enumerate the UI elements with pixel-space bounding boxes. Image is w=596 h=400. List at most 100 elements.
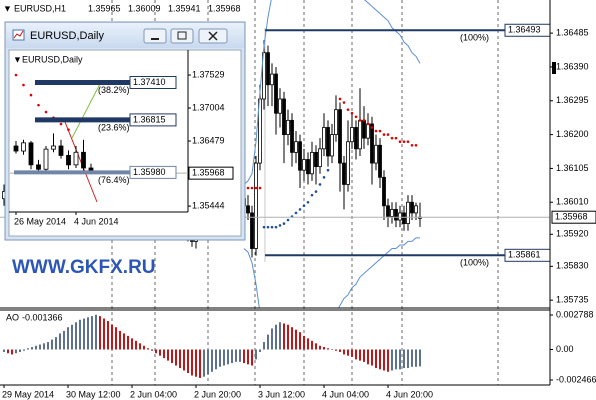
level-box [129, 113, 177, 127]
candle-body [414, 205, 418, 214]
candle-body [322, 127, 326, 150]
x-tick-label: 2 Jun 04:00 [130, 389, 177, 399]
ao-bar [271, 328, 273, 350]
ao-bar [123, 333, 125, 350]
sar-dot [310, 193, 314, 197]
ao-bar [351, 349, 353, 357]
ao-bar [127, 335, 129, 350]
sar-dot [282, 222, 286, 225]
ao-bar [327, 348, 329, 350]
x-tick-label: 30 May 12:00 [66, 389, 121, 399]
y-tick-label: 1.37004 [192, 102, 225, 112]
ao-bar [315, 343, 317, 350]
candle-body [286, 119, 290, 135]
ao-bar [239, 349, 241, 362]
candle-body [402, 212, 406, 225]
ao-bar [159, 349, 161, 356]
pane-frames [0, 0, 556, 386]
ao-bar [383, 349, 385, 371]
sar-dot [402, 140, 406, 144]
y-tick-label: 1.36295 [556, 95, 589, 105]
x-tick-label: 4 Jun 20:00 [386, 389, 433, 399]
ao-bar [379, 349, 381, 370]
sar-dot [342, 101, 346, 104]
y-tick-label: -0.002466 [556, 374, 596, 384]
candle-body [386, 205, 390, 217]
candle-body [406, 201, 410, 225]
minimize-button[interactable] [143, 28, 167, 44]
candle-body [326, 127, 330, 157]
fib-fan-line [71, 79, 103, 139]
candle-body [81, 151, 86, 169]
candle-body [334, 109, 338, 135]
ao-bar [55, 337, 57, 350]
level-box [129, 76, 177, 90]
ao-bar [111, 324, 113, 350]
y-tick-label: 1.35444 [192, 200, 225, 210]
sar-dot [67, 128, 70, 131]
candle-body [28, 142, 34, 166]
header-close: 1.35968 [208, 3, 241, 13]
sar-dot [286, 218, 290, 222]
restore-button[interactable] [170, 28, 194, 44]
sar-dot [398, 140, 402, 144]
daily-window[interactable]: EURUSD,Daily ▼ EURUSD,Daily 1.37529 1.370… [4, 21, 246, 241]
ao-bar [95, 314, 97, 350]
ao-bar [415, 349, 417, 367]
menu-arrow[interactable]: ▼ [3, 3, 12, 13]
level-value: 1.36493 [508, 25, 541, 35]
ao-bar [23, 349, 25, 351]
ao-bar [343, 349, 345, 355]
candle-body [302, 159, 306, 171]
ao-bar [331, 349, 333, 350]
ao-bar [375, 349, 377, 369]
level-value: 1.35861 [508, 250, 541, 260]
ao-bar [223, 349, 225, 366]
candle-body [374, 144, 378, 164]
sar-dot [394, 136, 398, 140]
menu-arrow[interactable]: ▼ [13, 54, 22, 64]
level-ratio: (76.4%) [98, 175, 130, 185]
ao-bar [167, 349, 169, 361]
ao-bar [187, 349, 189, 373]
ao-bar [387, 349, 389, 372]
candle-body [13, 145, 19, 152]
ao-bar [371, 349, 373, 366]
ao-bar [99, 316, 101, 350]
candle-body [66, 155, 71, 166]
sar-dot [254, 186, 258, 190]
y-tick-label: 1.36479 [192, 135, 225, 145]
sar-dot [318, 183, 322, 186]
candle-body [36, 164, 41, 170]
candle-body [358, 119, 362, 150]
candle-body [43, 148, 49, 170]
bid-box [551, 210, 596, 224]
ao-bar [71, 324, 73, 350]
ao-bar [231, 349, 233, 364]
candle-body [346, 141, 350, 185]
ao-bar [215, 349, 217, 370]
ao-bar [195, 349, 197, 377]
sar-dot [306, 200, 310, 204]
ao-name: AO [6, 312, 19, 322]
ao-bar [39, 344, 41, 350]
ao-bar [367, 349, 369, 365]
ao-bar [263, 342, 265, 350]
level-value: 1.35980 [133, 167, 166, 177]
candle-body [310, 151, 314, 175]
sar-dot [278, 224, 282, 227]
ao-bar [259, 349, 261, 352]
sar-dot [294, 211, 298, 215]
ao-bar [255, 349, 257, 360]
ao-bar [47, 342, 49, 350]
sar-dot [274, 225, 278, 229]
sar-dot [346, 108, 350, 111]
ao-bar [359, 349, 361, 361]
header-open: 1.35965 [88, 3, 121, 13]
ao-bar [43, 343, 45, 350]
candle-body [338, 109, 342, 164]
ao-bar [87, 317, 89, 350]
level-value: 1.36815 [133, 114, 166, 124]
ao-bar [163, 349, 165, 359]
